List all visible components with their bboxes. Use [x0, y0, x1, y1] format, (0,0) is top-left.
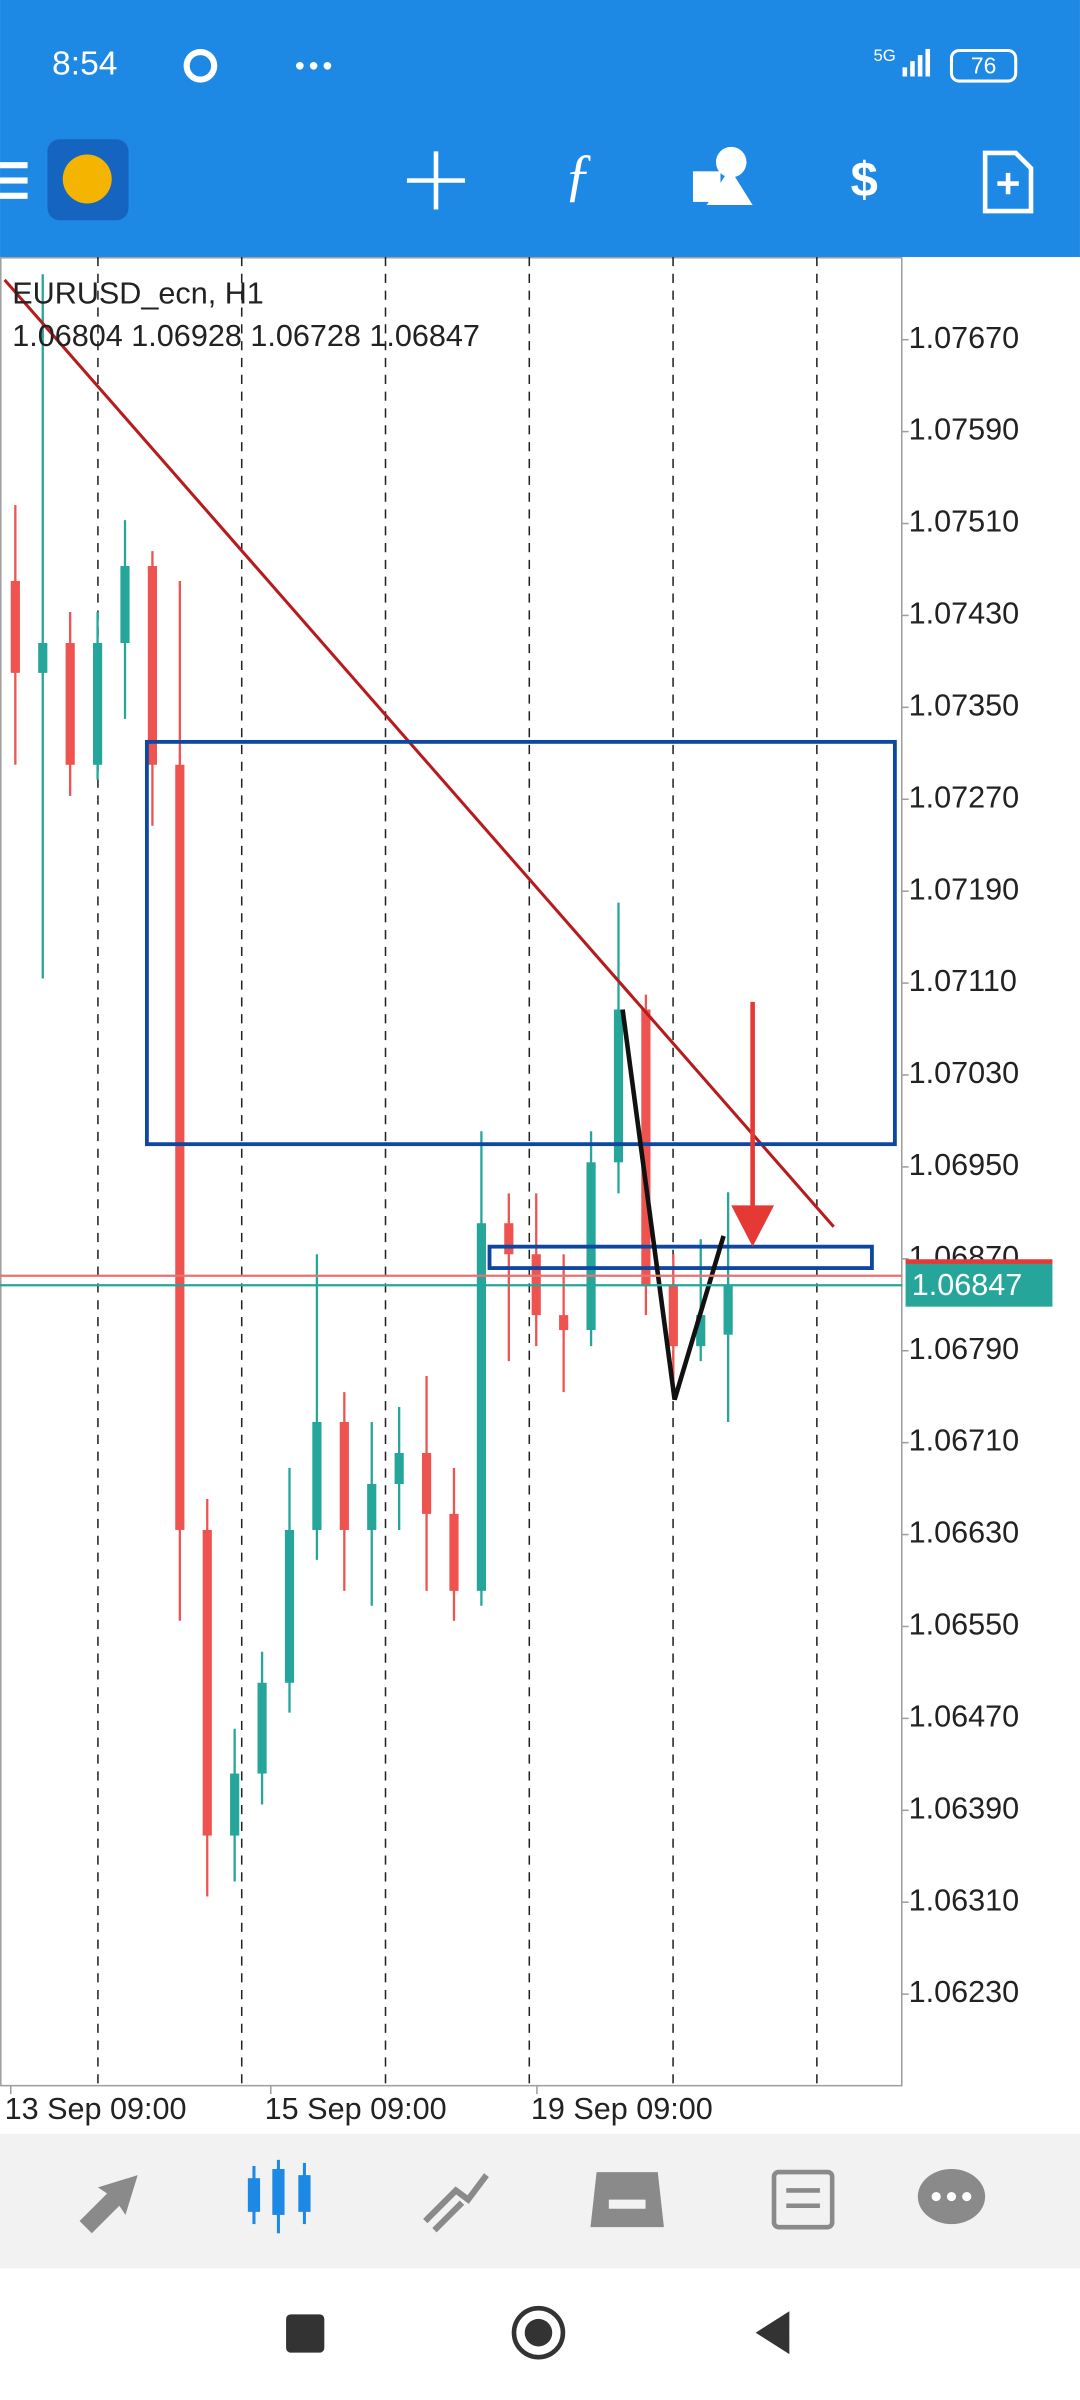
new-order-button[interactable]	[982, 150, 1034, 214]
candle-body	[367, 1484, 377, 1530]
candle-body	[175, 764, 185, 1530]
app-bar	[0, 0, 1080, 257]
y-tick-label: 1.07590	[909, 413, 1020, 447]
zone-rectangle	[144, 739, 897, 1147]
candle-body	[559, 1315, 569, 1331]
home-button[interactable]	[511, 2305, 566, 2360]
candle-body	[339, 1421, 349, 1530]
y-tick-label: 1.07430	[909, 597, 1020, 631]
bottom-nav	[0, 2133, 1080, 2269]
y-tick-label: 1.06390	[909, 1791, 1020, 1825]
y-tick-label: 1.07350	[909, 688, 1020, 722]
y-tick-label: 1.07510	[909, 505, 1020, 539]
arrow-head	[731, 1205, 775, 1247]
y-tick-label: 1.06790	[909, 1332, 1020, 1366]
price-tag-ask	[905, 1259, 1053, 1266]
y-tick-label: 1.06950	[909, 1148, 1020, 1182]
x-tick-label: 15 Sep 09:00	[265, 2092, 447, 2126]
y-tick-label: 1.06550	[909, 1608, 1020, 1642]
signal	[902, 48, 931, 77]
y-tick-label: 1.07030	[909, 1056, 1020, 1090]
history-tab[interactable]	[590, 2172, 664, 2228]
y-tick-label: 1.06310	[909, 1883, 1020, 1917]
y-tick-label: 1.06230	[909, 1975, 1020, 2009]
y-tick-label: 1.07670	[909, 321, 1020, 355]
indicators-button[interactable]: ƒ	[564, 142, 593, 207]
y-tick-label: 1.06630	[909, 1516, 1020, 1550]
y-tick-label: 1.07110	[909, 964, 1017, 998]
status-time: 8:54	[52, 46, 117, 83]
trend-line	[3, 278, 835, 1228]
y-tick-label: 1.06470	[909, 1699, 1020, 1733]
candle-body	[476, 1223, 486, 1591]
quotes-tab[interactable]	[79, 2175, 138, 2234]
battery	[949, 48, 1018, 83]
candle-body	[723, 1285, 733, 1335]
candle-body	[284, 1529, 295, 1683]
trade-tab[interactable]	[423, 2173, 489, 2233]
candle-body	[668, 1285, 678, 1347]
app-icon-logo	[62, 154, 112, 204]
zone-rectangle-small	[487, 1244, 874, 1270]
crosshair-button[interactable]	[406, 151, 466, 210]
candle-body	[257, 1682, 267, 1774]
x-tick-label: 19 Sep 09:00	[531, 2092, 713, 2126]
candle-body	[38, 643, 48, 673]
candle-body	[202, 1529, 212, 1836]
period-separators	[97, 256, 818, 2085]
candle-body	[394, 1452, 404, 1485]
status-icons	[183, 48, 332, 83]
candle-body	[641, 1009, 651, 1286]
candle-body	[147, 566, 158, 765]
candle-body	[10, 580, 20, 673]
plot	[0, 274, 903, 1897]
price-tag	[905, 1263, 1053, 1307]
network: 5G	[873, 46, 895, 65]
y-tick-label: 1.07270	[909, 780, 1020, 814]
chart-title: EURUSD_ecn, H1	[12, 276, 264, 310]
candle-body	[504, 1223, 514, 1255]
back-button[interactable]	[755, 2311, 790, 2355]
objects-button[interactable]	[692, 146, 753, 205]
candle-body	[120, 566, 130, 644]
recents-button[interactable]	[286, 2314, 325, 2353]
candle-body	[449, 1513, 459, 1591]
y-tick-label: 1.06710	[909, 1424, 1020, 1458]
chart-tab[interactable]	[247, 2159, 311, 2234]
candle-body	[312, 1421, 322, 1530]
candle-body	[696, 1315, 706, 1347]
menu-button[interactable]	[0, 162, 28, 199]
battery-level: 76	[971, 52, 997, 78]
candle-body	[230, 1773, 240, 1836]
chart-area	[0, 256, 903, 2087]
candle-body	[613, 1009, 624, 1163]
candle-body	[92, 643, 103, 765]
x-tick-label: 13 Sep 09:00	[5, 2092, 187, 2126]
chat-tab[interactable]	[917, 2169, 986, 2225]
zigzag	[620, 1009, 726, 1401]
ohlc-readout: 1.06804 1.06928 1.06728 1.06847	[12, 319, 480, 353]
trade-button[interactable]: $	[851, 153, 878, 207]
y-tick-label: 1.07190	[909, 872, 1020, 906]
candle-body	[421, 1452, 432, 1514]
news-tab[interactable]	[771, 2169, 835, 2230]
candle-body	[65, 643, 75, 765]
price-tag-label: 1.06847	[912, 1268, 1023, 1302]
